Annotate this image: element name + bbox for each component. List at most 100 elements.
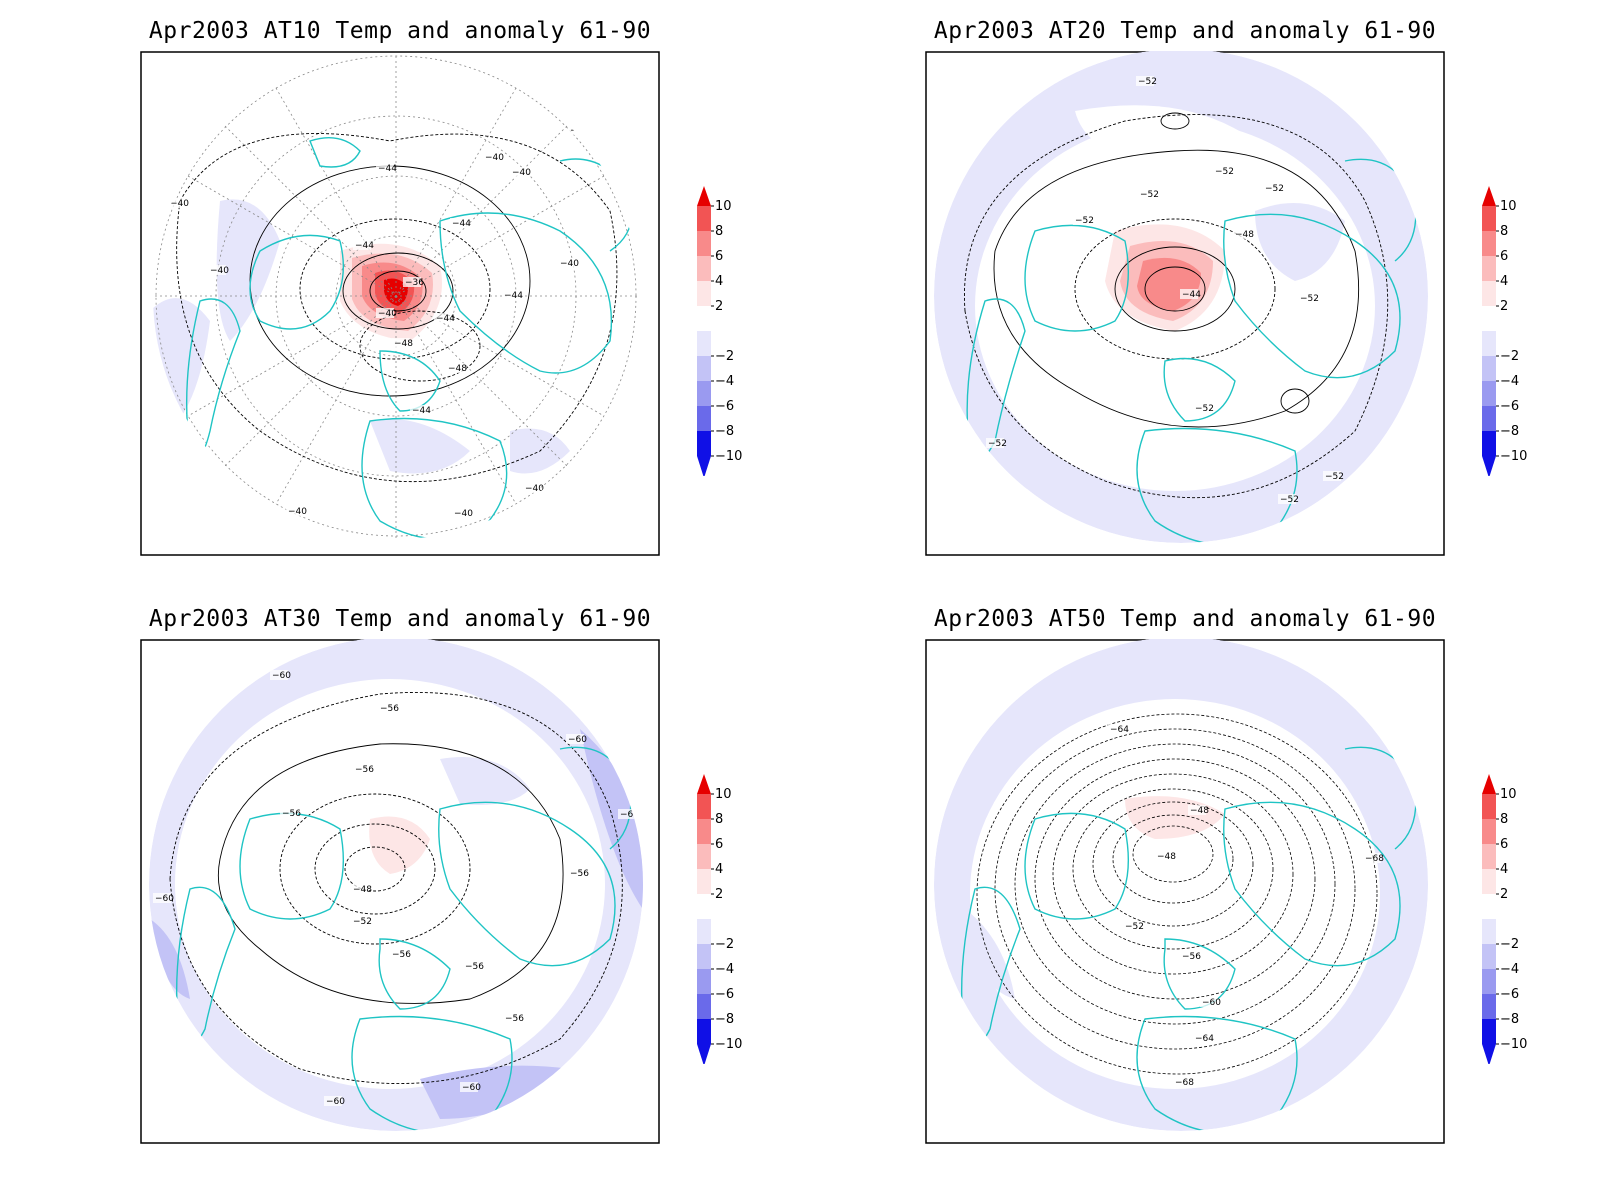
colorbar-tick-label: 10 (1500, 787, 1517, 802)
colorbar-tick-label: 2 (1500, 299, 1508, 314)
colorbar-segment (1482, 381, 1496, 406)
colorbar-segment (1482, 994, 1496, 1019)
contour-label: −52 (353, 917, 372, 927)
contour-label: −40 (512, 168, 531, 178)
colorbar: 10 8 6 4 2 −2 −4 −6 −8 −10 (697, 774, 742, 1064)
colorbar-tick-label: −8 (1500, 1012, 1519, 1027)
colorbar-segment (1482, 894, 1496, 919)
colorbar-tick-label: 4 (1500, 862, 1508, 877)
colorbar-tick-label: 6 (715, 837, 723, 852)
contour-label: −56 (392, 950, 411, 960)
colorbar-segment (697, 306, 711, 331)
colorbar-arrow-top (1482, 186, 1496, 206)
contour-label: −60 (620, 810, 639, 820)
contour-label: −60 (462, 1083, 481, 1093)
coastlines (175, 746, 632, 1131)
colorbar-tick-label: −6 (1500, 399, 1519, 414)
contour-label: −56 (570, 869, 589, 879)
colorbar-tick-label: 8 (1500, 224, 1508, 239)
contour-label: −44 (355, 241, 374, 251)
colorbar-tick-label: 8 (715, 224, 723, 239)
contour-label: −40 (170, 199, 189, 209)
contour-label: −52 (1300, 294, 1319, 304)
colorbar-segment (1482, 944, 1496, 969)
panel-title: Apr2003 AT50 Temp and anomaly 61-90 (933, 606, 1437, 632)
colorbar-segment (697, 819, 711, 844)
colorbar-segment (697, 256, 711, 281)
contour-label: −64 (1110, 725, 1129, 735)
colorbar-segment (697, 944, 711, 969)
contour-labels: −40 −40 −40 −44 −40 −44 −44 −40 −40 −36 −44 −40 −44 −… (168, 125, 589, 519)
contour-label: −44 (412, 406, 431, 416)
colorbar-tick-label: −2 (715, 349, 734, 364)
contour-label: −64 (1195, 1034, 1214, 1044)
colorbar-segment (697, 894, 711, 919)
colorbar-tick-label: −4 (715, 962, 734, 977)
contour-label: −48 (1235, 230, 1254, 240)
colorbar-segment (1482, 206, 1496, 231)
polar-map-at30: −60 −56 −60 −56 −56 −60 −48 −56 −60 −52 −56 −56 −56 −… (140, 639, 660, 1144)
polar-map-at50: −64 −48 −48 −68 −52 −56 −60 −64 −68 (925, 639, 1445, 1144)
colorbar-tick-label: −6 (1500, 987, 1519, 1002)
contour-labels: −64 −48 −48 −68 −52 −56 −60 −64 −68 (1108, 724, 1384, 1088)
colorbar-segment (1482, 844, 1496, 869)
colorbar-tick-label: −4 (1500, 374, 1519, 389)
colorbar-segment (1482, 231, 1496, 256)
contour-label: −60 (155, 894, 174, 904)
colorbar-tick-label: 4 (1500, 274, 1508, 289)
contour-label: −52 (988, 439, 1007, 449)
contour-label: −68 (1175, 1078, 1194, 1088)
colorbar-segment (697, 919, 711, 944)
contour-label: −40 (525, 484, 544, 494)
colorbar-segment (697, 406, 711, 431)
contour-label: −52 (1195, 404, 1214, 414)
colorbar-tick-label: 8 (715, 812, 723, 827)
colorbar-tick-label: 10 (715, 199, 732, 214)
contour-label: −60 (326, 1097, 345, 1107)
colorbar-segment (697, 331, 711, 356)
colorbar-segment (697, 869, 711, 894)
colorbar-tick-label: 6 (1500, 837, 1508, 852)
colorbar-tick-label: 10 (715, 787, 732, 802)
colorbar-tick-label: 2 (1500, 887, 1508, 902)
map-panel-at20: Apr2003 AT20 Temp and anomaly 61-90 (925, 18, 1600, 578)
contour-label: −52 (1138, 77, 1157, 87)
colorbar-segment (697, 844, 711, 869)
colorbar-tick-label: 10 (1500, 199, 1517, 214)
contour-label: −40 (378, 309, 397, 319)
colorbar: 10 8 6 4 2 −2 −4 −6 −8 −10 (1482, 186, 1527, 476)
colorbar-tick-label: 2 (715, 887, 723, 902)
colorbar-tick-label: 6 (1500, 249, 1508, 264)
colorbar-tick-label: −10 (715, 449, 742, 464)
contour-label: −40 (288, 507, 307, 517)
map-panel-at50: Apr2003 AT50 Temp and anomaly 61-90 (925, 606, 1600, 1166)
colorbar-segment (697, 794, 711, 819)
contour-label: −40 (454, 509, 473, 519)
contour-label: −68 (1365, 854, 1384, 864)
colorbar-tick-label: −8 (715, 424, 734, 439)
contour-label: −56 (380, 704, 399, 714)
contour-label: −44 (436, 314, 455, 324)
contour-labels: −52 −52 −52 −52 −52 −48 −44 −52 −52 −52 −52 −52 (986, 76, 1344, 505)
colorbar-tick-label: 4 (715, 274, 723, 289)
colorbar-arrow-top (697, 774, 711, 794)
contour-label: −52 (1215, 167, 1234, 177)
anomaly-fill (934, 639, 1428, 1131)
contour-label: −60 (568, 735, 587, 745)
colorbar-segment (1482, 869, 1496, 894)
colorbar-tick-label: −8 (715, 1012, 734, 1027)
colorbar-segment (697, 356, 711, 381)
colorbar: 10 8 6 4 2 −2 −4 −6 −8 −10 (697, 186, 742, 476)
contour-lines (963, 112, 1389, 499)
colorbar-tick-label: −10 (1500, 1037, 1527, 1052)
colorbar-segment (697, 994, 711, 1019)
contour-label: −44 (378, 164, 397, 174)
contour-label: −60 (1202, 998, 1221, 1008)
map-panel-at30: Apr2003 AT30 Temp and anomaly 61-90 (140, 606, 840, 1166)
map-panel-at10: Apr2003 AT10 Temp and anomaly 61-90 (140, 18, 840, 578)
colorbar-segment (1482, 431, 1496, 456)
panel-title: Apr2003 AT20 Temp and anomaly 61-90 (933, 18, 1437, 44)
contour-label: −48 (448, 364, 467, 374)
panel-title: Apr2003 AT30 Temp and anomaly 61-90 (148, 606, 652, 632)
panel-title: Apr2003 AT10 Temp and anomaly 61-90 (148, 18, 652, 44)
